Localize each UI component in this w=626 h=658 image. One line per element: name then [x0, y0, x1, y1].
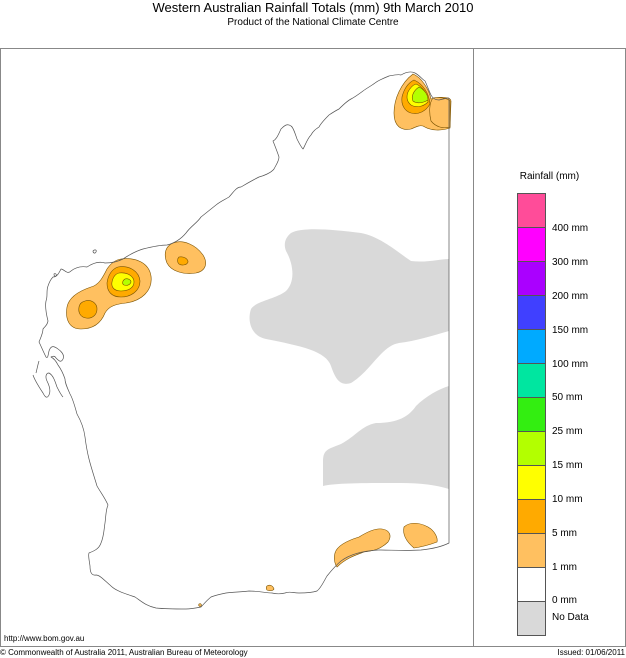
rain-1-5mm-kimberley-east [429, 97, 451, 129]
legend-label-no-data: No Data [552, 612, 589, 623]
rain-1-5mm-south-coast-3 [265, 584, 275, 591]
rain-1-5mm-south-coast-4 [198, 603, 202, 607]
legend-label-150: 150 mm [552, 325, 589, 336]
legend-swatch-0-1 [518, 568, 545, 602]
rain-5-10mm-pilbara-southwest [78, 300, 98, 319]
map-subtitle: Product of the National Climate Centre [227, 17, 399, 28]
copyright-notice: © Commonwealth of Australia 2011, Austra… [0, 648, 248, 657]
legend-swatch-50-100 [518, 364, 545, 398]
legend-label-100: 100 mm [552, 359, 589, 370]
legend-label-25: 25 mm [552, 426, 583, 437]
rain-1-5mm-pilbara-west [66, 258, 152, 330]
legend-swatch-10-15 [518, 466, 545, 500]
legend-swatch-300-400 [518, 228, 545, 262]
legend-label-15: 15 mm [552, 460, 583, 471]
legend-bar [517, 193, 546, 636]
rain-1-5mm-south-coast-1 [334, 528, 391, 568]
map-panel [1, 49, 474, 646]
legend-label-10: 10 mm [552, 494, 583, 505]
legend-label-0: 0 mm [552, 595, 577, 606]
legend-swatch-100-150 [518, 330, 545, 364]
rain-15-25mm-kimberley [411, 86, 429, 104]
rain-1-5mm-pilbara-east [164, 241, 206, 274]
legend-swatch-5-10 [518, 500, 545, 534]
legend-label-300: 300 mm [552, 257, 589, 268]
no-data-region-central [249, 229, 449, 384]
legend-swatch-1-5 [518, 534, 545, 568]
issued-date: Issued: 01/06/2011 [557, 648, 625, 657]
legend-label-5: 5 mm [552, 528, 577, 539]
legend-title: Rainfall (mm) [519, 171, 580, 182]
coastline [38, 71, 450, 610]
legend-label-50: 50 mm [552, 392, 583, 403]
coastline-detail-sharkbay [32, 360, 64, 398]
legend-swatch-no-data [518, 602, 545, 635]
legend-label-200: 200 mm [552, 291, 589, 302]
legend-swatch-200-300 [518, 262, 545, 296]
rainfall-map [32, 71, 452, 610]
legend-label-1: 1 mm [552, 562, 577, 573]
no-data-region-east [323, 386, 449, 489]
legend-swatch-25-50 [518, 398, 545, 432]
legend-panel: Rainfall (mm) 400 mm 300 mm 200 mm 150 m… [474, 49, 625, 646]
rain-15-25mm-pilbara [122, 278, 132, 286]
legend-swatch-150-200 [518, 296, 545, 330]
bom-url-link[interactable]: http://www.bom.gov.au [4, 634, 85, 643]
legend-swatch-400-plus [518, 194, 545, 228]
rain-5-10mm-pilbara-east [177, 256, 189, 266]
map-title: Western Australian Rainfall Totals (mm) … [152, 0, 474, 15]
legend-swatch-15-25 [518, 432, 545, 466]
coastline-detail-islands [53, 249, 97, 277]
map-frame: Rainfall (mm) 400 mm 300 mm 200 mm 150 m… [0, 48, 626, 647]
legend-label-400: 400 mm [552, 223, 589, 234]
rain-1-5mm-south-coast-2 [403, 522, 438, 549]
